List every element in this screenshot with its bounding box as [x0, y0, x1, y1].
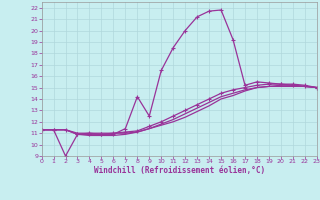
X-axis label: Windchill (Refroidissement éolien,°C): Windchill (Refroidissement éolien,°C) [94, 166, 265, 175]
